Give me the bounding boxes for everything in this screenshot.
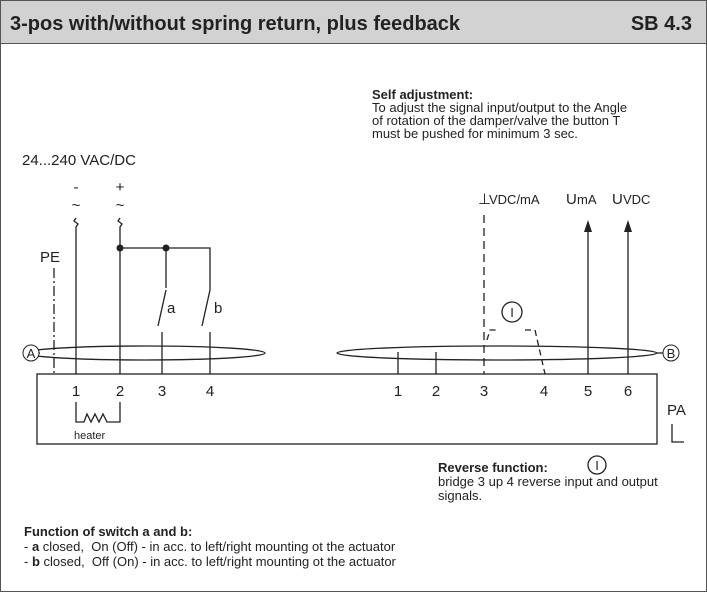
u-label: U bbox=[612, 191, 623, 208]
pe-label: PE bbox=[40, 249, 60, 266]
item-text: closed, On (Off) - in acc. to left/right… bbox=[39, 539, 396, 554]
terminal: 4 bbox=[206, 383, 214, 400]
switch-label: a bbox=[167, 300, 176, 317]
terminal: 1 bbox=[394, 383, 402, 400]
item-text: closed, Off (On) - in acc. to left/right… bbox=[40, 554, 397, 569]
terminal: 1 bbox=[72, 383, 80, 400]
connector-label: A bbox=[27, 346, 36, 361]
item-key: b bbox=[32, 554, 40, 569]
vdc-label: VDC bbox=[623, 192, 650, 207]
terminal: 6 bbox=[624, 383, 632, 400]
connector bbox=[662, 344, 680, 362]
pa-symbol bbox=[671, 424, 684, 443]
tilde: ~ bbox=[116, 197, 125, 214]
terminal: 3 bbox=[158, 383, 166, 400]
button-icon bbox=[587, 455, 607, 475]
pa-label: PA bbox=[667, 402, 686, 419]
header-title: 3-pos with/without spring return, plus f… bbox=[10, 13, 461, 35]
plus: + bbox=[116, 179, 125, 196]
connector bbox=[22, 344, 40, 362]
connector-label: B bbox=[667, 346, 676, 361]
switch-function-item: - b closed, Off (On) - in acc. to left/r… bbox=[24, 554, 397, 569]
ma-label: mA bbox=[577, 192, 597, 207]
item-key: a bbox=[32, 539, 40, 554]
heater-label: heater bbox=[74, 430, 106, 442]
terminal: 4 bbox=[540, 383, 548, 400]
supply-label: 24...240 VAC/DC bbox=[22, 152, 136, 169]
button-symbol: I bbox=[510, 305, 514, 320]
ground-symbol: ⊥ bbox=[478, 191, 491, 208]
reverse-title: Reverse function: bbox=[438, 460, 548, 475]
header-bar bbox=[0, 0, 707, 44]
minus: - bbox=[74, 179, 79, 196]
terminal: 2 bbox=[432, 383, 440, 400]
ground-unit: VDC/mA bbox=[489, 192, 540, 207]
self-adjust-line: of rotation of the damper/valve the butt… bbox=[372, 113, 620, 128]
wiring-right bbox=[397, 215, 632, 375]
u-label: U bbox=[566, 191, 577, 208]
header-code: SB 4.3 bbox=[631, 13, 692, 35]
reverse-line: bridge 3 up 4 reverse input and output bbox=[438, 474, 658, 489]
switch-function-item: - a closed, On (Off) - in acc. to left/r… bbox=[24, 539, 396, 554]
tilde: ~ bbox=[72, 197, 81, 214]
terminal: 3 bbox=[480, 383, 488, 400]
self-adjust-title: Self adjustment: bbox=[372, 87, 473, 102]
switch-function-title: Function of switch a and b: bbox=[24, 524, 192, 539]
terminal: 5 bbox=[584, 383, 592, 400]
switch-label: b bbox=[214, 300, 222, 317]
self-adjust-line: must be pushed for minimum 3 sec. bbox=[372, 126, 578, 141]
item-prefix: - bbox=[24, 539, 32, 554]
wiring-left bbox=[53, 217, 211, 374]
heater-symbol bbox=[75, 402, 121, 424]
terminal: 2 bbox=[116, 383, 124, 400]
button-symbol: I bbox=[595, 458, 599, 473]
self-adjust-line: To adjust the signal input/output to the… bbox=[372, 100, 627, 115]
item-prefix: - bbox=[24, 554, 32, 569]
terminal-block bbox=[36, 373, 658, 445]
reverse-line: signals. bbox=[438, 488, 482, 503]
